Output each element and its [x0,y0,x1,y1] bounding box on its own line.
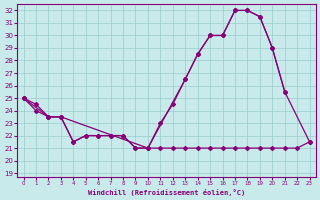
X-axis label: Windchill (Refroidissement éolien,°C): Windchill (Refroidissement éolien,°C) [88,189,245,196]
